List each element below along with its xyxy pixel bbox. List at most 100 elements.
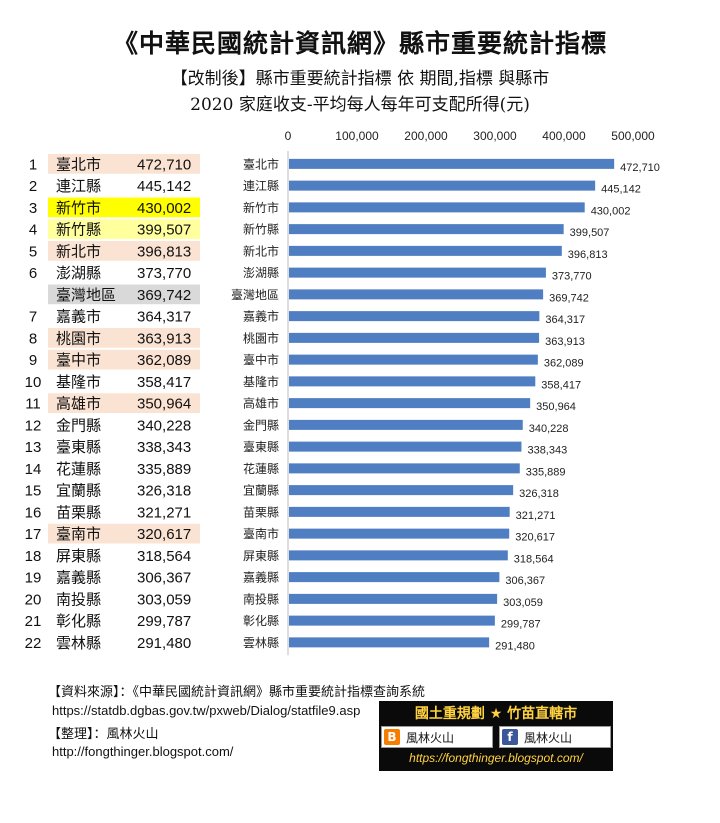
table-value: 363,913 xyxy=(137,330,191,347)
bar xyxy=(289,615,495,626)
table-county-name: 連江縣 xyxy=(56,177,101,195)
table-value: 303,059 xyxy=(137,591,191,608)
table-rank: 13 xyxy=(25,439,42,456)
table-county-name: 臺東縣 xyxy=(56,438,101,456)
category-label: 新竹市 xyxy=(243,200,279,215)
table-county-name: 嘉義縣 xyxy=(56,569,101,587)
table-county-name: 花蓮縣 xyxy=(56,460,101,478)
data-label: 338,343 xyxy=(527,445,567,457)
x-tick-label: 300,000 xyxy=(473,129,517,143)
table-value: 326,318 xyxy=(137,483,191,500)
table-row-highlight xyxy=(48,219,200,239)
data-label: 358,417 xyxy=(541,379,581,391)
source-url[interactable]: https://statdb.dgbas.gov.tw/pxweb/Dialog… xyxy=(52,703,361,718)
category-label: 高雄市 xyxy=(243,396,279,411)
data-label: 363,913 xyxy=(545,336,585,348)
source-label: 【資料來源】：《中華民國統計資訊網》縣市重要統計指標查詢系統 xyxy=(48,685,426,700)
table-rank: 14 xyxy=(25,461,42,478)
category-label: 連江縣 xyxy=(243,179,279,193)
table-rank: 22 xyxy=(25,635,42,652)
category-label: 桃園市 xyxy=(243,330,279,345)
data-label: 303,059 xyxy=(503,597,543,609)
promo-banner[interactable]: 國土重規劃 ★ 竹苗直轄市 B 風林火山 f 風林火山 https://fong… xyxy=(379,701,613,771)
category-label: 南投縣 xyxy=(243,591,279,606)
table-county-name: 臺中市 xyxy=(56,351,101,369)
table-rank: 1 xyxy=(29,156,37,173)
data-label: 373,770 xyxy=(552,271,592,283)
banner-url[interactable]: https://fongthinger.blogspot.com/ xyxy=(409,751,583,765)
table-county-name: 新竹市 xyxy=(56,199,101,217)
table-rank: 16 xyxy=(25,504,42,521)
table-row-highlight xyxy=(48,284,200,305)
data-label: 350,964 xyxy=(536,401,576,413)
table-value: 362,089 xyxy=(137,352,191,369)
table-value: 335,889 xyxy=(137,461,191,478)
blog-url[interactable]: http://fongthinger.blogspot.com/ xyxy=(52,744,234,759)
bar xyxy=(289,376,536,387)
table-county-name: 金門縣 xyxy=(56,416,101,434)
x-tick-label: 200,000 xyxy=(404,129,448,143)
data-label: 335,889 xyxy=(526,466,566,478)
data-label: 472,710 xyxy=(620,162,660,174)
table-value: 472,710 xyxy=(137,156,191,173)
table-row-highlight xyxy=(48,241,200,261)
category-label: 臺北市 xyxy=(243,156,279,171)
bar xyxy=(289,202,585,213)
table-value: 369,742 xyxy=(137,287,191,304)
category-label: 雲林縣 xyxy=(243,636,279,650)
blogger-label: 風林火山 xyxy=(406,731,455,745)
table-rank: 19 xyxy=(25,570,42,587)
bar xyxy=(289,245,562,256)
table-row-highlight xyxy=(48,154,200,174)
category-label: 彰化縣 xyxy=(243,613,279,628)
bar xyxy=(289,528,510,539)
table-value: 430,002 xyxy=(137,200,191,217)
table-rank: 5 xyxy=(29,243,37,260)
table-value: 291,480 xyxy=(137,635,191,652)
data-label: 364,317 xyxy=(545,314,585,326)
table-value: 350,964 xyxy=(137,396,191,413)
data-label: 396,813 xyxy=(568,249,608,261)
data-label: 445,142 xyxy=(601,184,641,196)
bar xyxy=(289,441,522,452)
bar xyxy=(289,572,500,583)
bar xyxy=(289,485,514,496)
table-rank: 8 xyxy=(29,330,37,347)
data-label: 369,742 xyxy=(549,292,589,304)
table-row-highlight xyxy=(48,523,200,544)
data-label: 430,002 xyxy=(591,205,631,217)
blogger-badge[interactable]: B 風林火山 xyxy=(381,726,493,748)
blogger-icon: B xyxy=(384,729,400,745)
bar xyxy=(289,550,508,561)
table-county-name: 南投縣 xyxy=(56,590,101,608)
bar xyxy=(289,593,498,604)
table-county-name: 高雄市 xyxy=(56,395,101,413)
data-label: 362,089 xyxy=(544,358,584,370)
category-label: 宜蘭縣 xyxy=(243,483,279,498)
category-label: 屏東縣 xyxy=(243,549,279,563)
table-value: 373,770 xyxy=(137,265,191,282)
category-label: 基隆市 xyxy=(243,374,279,389)
table-value: 340,228 xyxy=(137,417,191,434)
table-county-name: 屏東縣 xyxy=(56,547,101,565)
table-rank: 3 xyxy=(29,200,37,217)
category-label: 苗栗縣 xyxy=(243,505,279,519)
bar xyxy=(289,224,564,235)
table-rank: 4 xyxy=(29,222,37,239)
bar xyxy=(289,398,531,409)
facebook-badge[interactable]: f 風林火山 xyxy=(499,726,611,748)
table-value: 320,617 xyxy=(137,526,191,543)
table-rank: 18 xyxy=(25,548,42,565)
data-label: 320,617 xyxy=(515,532,555,544)
bar xyxy=(289,180,596,191)
data-label: 321,271 xyxy=(516,510,556,522)
category-label: 臺南市 xyxy=(243,526,279,541)
chart-indicator-title: 2020 家庭收支-平均每人每年可支配所得(元) xyxy=(190,95,530,115)
table-county-name: 新竹縣 xyxy=(56,221,101,239)
table-rank: 6 xyxy=(29,265,37,282)
table-county-name: 臺南市 xyxy=(56,525,101,543)
table-rank: 15 xyxy=(25,483,42,500)
table-value: 338,343 xyxy=(137,439,191,456)
table-rank: 20 xyxy=(25,591,42,608)
